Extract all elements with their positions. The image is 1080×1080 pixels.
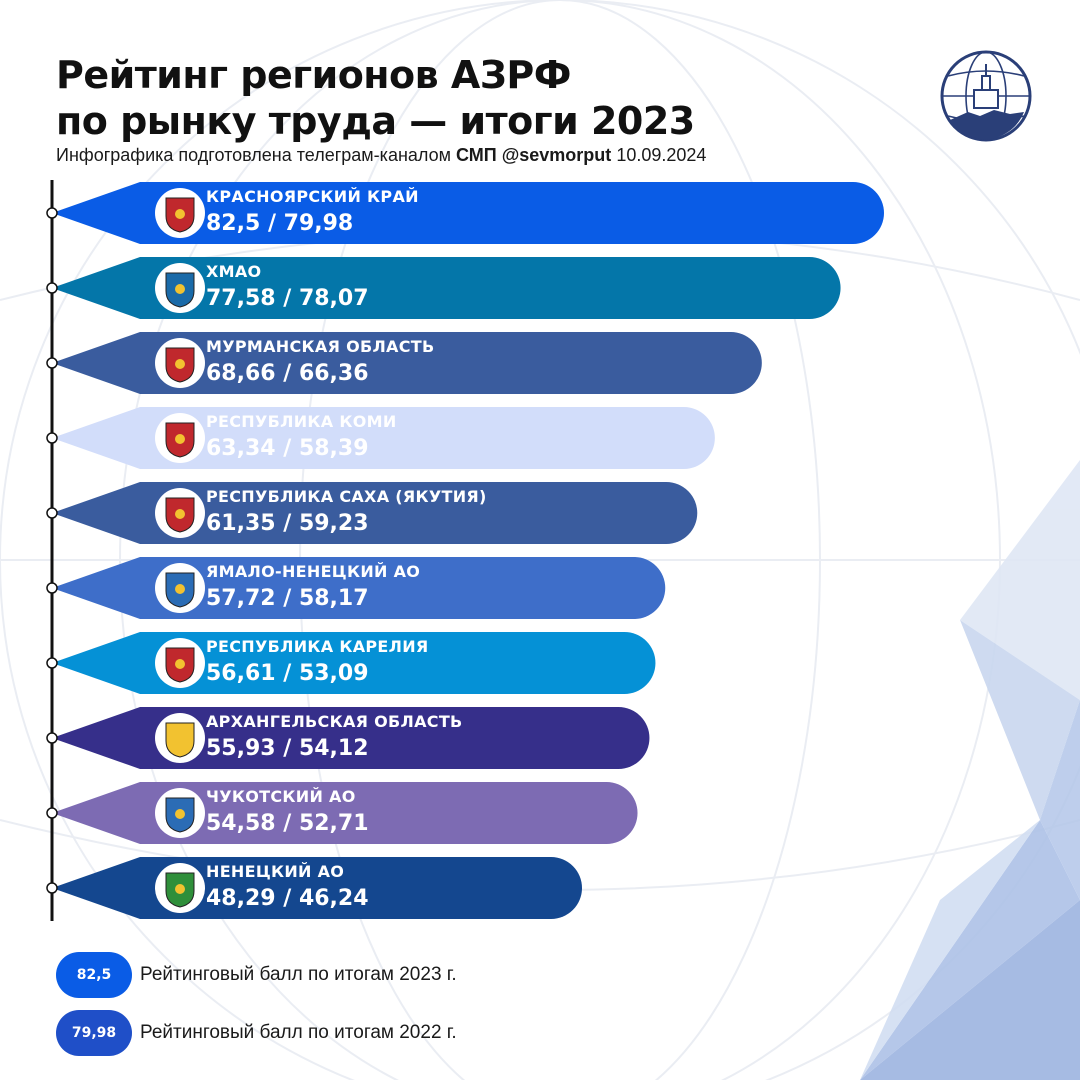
bar <box>52 707 650 769</box>
karelia-republic-emblem-icon <box>155 638 205 688</box>
bar-marker-dot <box>46 507 58 519</box>
bar-marker-dot <box>46 282 58 294</box>
emblem-figure <box>175 584 185 594</box>
bar-value-label: 68,66 / 66,36 <box>206 361 369 386</box>
legend-swatch-2023: 82,5 <box>56 952 132 998</box>
emblem-figure <box>175 209 185 219</box>
bar-marker-dot <box>46 207 58 219</box>
bar <box>52 407 715 469</box>
subtitle: Инфографика подготовлена телеграм-канало… <box>56 145 706 166</box>
komi-republic-emblem-icon <box>155 413 205 463</box>
bar <box>52 332 762 394</box>
bar <box>52 482 698 544</box>
bar <box>52 257 841 319</box>
bar-marker-dot <box>46 357 58 369</box>
bar <box>52 632 656 694</box>
region-name-label: КРАСНОЯРСКИЙ КРАЙ <box>206 187 419 206</box>
bar-value-label: 77,58 / 78,07 <box>206 286 369 311</box>
bar-marker-dot <box>46 882 58 894</box>
region-name-label: МУРМАНСКАЯ ОБЛАСТЬ <box>206 337 435 356</box>
bar <box>52 557 666 619</box>
chukotka-emblem-icon <box>155 788 205 838</box>
khmao-emblem-icon <box>155 263 205 313</box>
bar-marker-dot <box>46 732 58 744</box>
bar-marker-dot <box>46 582 58 594</box>
legend-swatch-2022: 79,98 <box>56 1010 132 1056</box>
emblem-figure <box>175 734 185 744</box>
sakha-yakutia-emblem-icon <box>155 488 205 538</box>
bar-marker-dot <box>46 657 58 669</box>
bar-marker-dot <box>46 432 58 444</box>
legend-label-2023: Рейтинговый балл по итогам 2023 г. <box>140 964 457 985</box>
emblem-figure <box>175 284 185 294</box>
bar-value-label: 48,29 / 46,24 <box>206 886 369 911</box>
subtitle-prefix: Инфографика подготовлена телеграм-канало… <box>56 145 451 165</box>
polygon-decoration <box>860 460 1080 1080</box>
region-name-label: ЯМАЛО-НЕНЕЦКИЙ АО <box>206 562 420 581</box>
bar-value-label: 61,35 / 59,23 <box>206 511 369 536</box>
region-name-label: РЕСПУБЛИКА САХА (ЯКУТИЯ) <box>206 487 487 506</box>
emblem-figure <box>175 509 185 519</box>
yamalo-nenets-emblem-icon <box>155 563 205 613</box>
bar-value-label: 63,34 / 58,39 <box>206 436 369 461</box>
nenets-ao-emblem-icon <box>155 863 205 913</box>
region-name-label: РЕСПУБЛИКА КОМИ <box>206 412 397 431</box>
subtitle-date: 10.09.2024 <box>616 145 707 165</box>
bar-value-label: 57,72 / 58,17 <box>206 586 369 611</box>
title-line-2: по рынку труда — итоги 2023 <box>56 99 695 143</box>
bar-value-label: 54,58 / 52,71 <box>206 811 369 836</box>
emblem-figure <box>175 434 185 444</box>
emblem-figure <box>175 359 185 369</box>
region-name-label: НЕНЕЦКИЙ АО <box>206 862 344 881</box>
page-title: Рейтинг регионов АЗРФ по рынку труда — и… <box>56 52 695 144</box>
krasnoyarsk-krai-emblem-icon <box>155 188 205 238</box>
emblem-figure <box>175 659 185 669</box>
murmansk-oblast-emblem-icon <box>155 338 205 388</box>
bar <box>52 182 884 244</box>
subtitle-channel: СМП @sevmorput <box>456 145 612 165</box>
emblem-figure <box>175 809 185 819</box>
title-line-1: Рейтинг регионов АЗРФ <box>56 53 571 97</box>
emblem-figure <box>175 884 185 894</box>
region-name-label: ЧУКОТСКИЙ АО <box>206 787 356 806</box>
region-name-label: РЕСПУБЛИКА КАРЕЛИЯ <box>206 637 429 656</box>
region-name-label: АРХАНГЕЛЬСКАЯ ОБЛАСТЬ <box>206 712 463 731</box>
legend-label-2022: Рейтинговый балл по итогам 2022 г. <box>140 1022 457 1043</box>
region-name-label: ХМАО <box>206 262 261 281</box>
smp-globe-logo-icon <box>940 50 1032 142</box>
bar-value-label: 55,93 / 54,12 <box>206 736 369 761</box>
arkhangelsk-oblast-emblem-icon <box>155 713 205 763</box>
bar-value-label: 82,5 / 79,98 <box>206 211 353 236</box>
bar-marker-dot <box>46 807 58 819</box>
bar-value-label: 56,61 / 53,09 <box>206 661 369 686</box>
